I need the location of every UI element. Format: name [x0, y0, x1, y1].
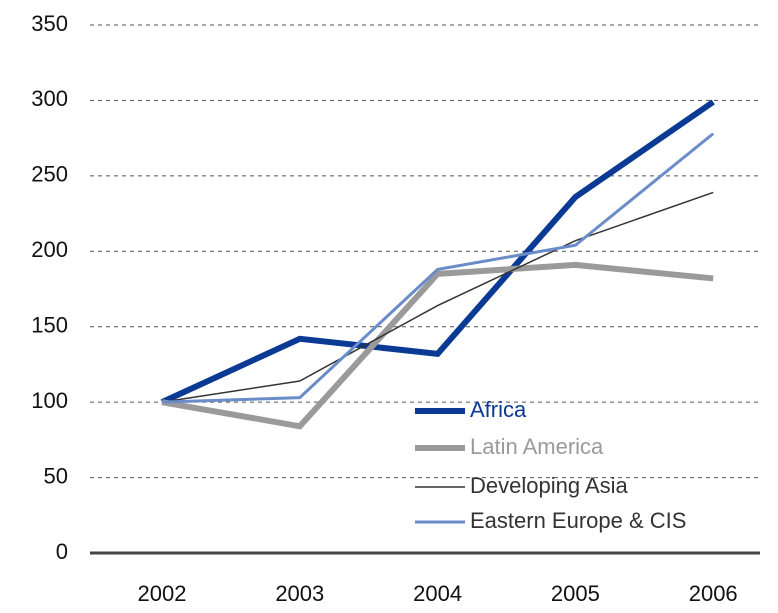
y-tick-label: 50	[44, 463, 68, 488]
series-line	[161, 261, 714, 430]
series-line	[161, 191, 714, 403]
y-tick-label: 200	[31, 237, 68, 262]
y-tick-label: 300	[31, 86, 68, 111]
y-tick-label: 100	[31, 388, 68, 413]
y-tick-label: 350	[31, 11, 68, 36]
x-tick-label: 2005	[551, 581, 600, 606]
y-tick-label: 150	[31, 313, 68, 338]
series-line	[160, 99, 715, 405]
legend-label: Africa	[470, 397, 527, 422]
y-tick-label: 250	[31, 162, 68, 187]
legend-label: Eastern Europe & CIS	[470, 508, 686, 533]
x-tick-label: 2004	[413, 581, 462, 606]
x-tick-label: 2002	[138, 581, 187, 606]
y-tick-label: 0	[56, 539, 68, 564]
x-tick-label: 2003	[275, 581, 324, 606]
series-line	[161, 132, 715, 404]
legend-label: Latin America	[470, 434, 604, 459]
legend-label: Developing Asia	[470, 473, 629, 498]
x-tick-label: 2006	[689, 581, 738, 606]
